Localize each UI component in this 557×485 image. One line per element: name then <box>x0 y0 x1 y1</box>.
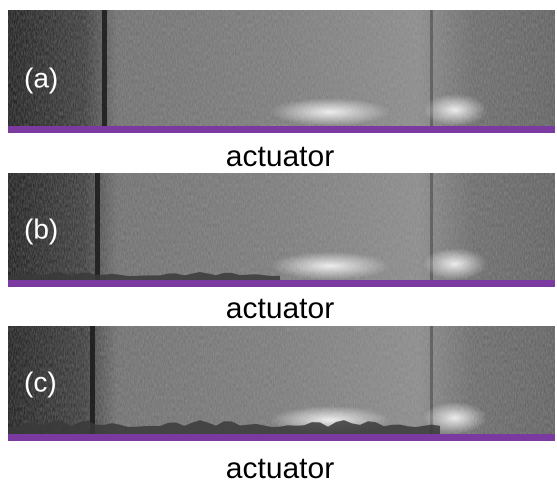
panel: (a) actuator <box>8 10 555 173</box>
panel-label: (c) <box>24 366 57 397</box>
panel: (c) actuator <box>8 326 555 485</box>
page: (a)actuator(b)actuator(c)actuator (() =>… <box>0 0 557 485</box>
panel-label: (b) <box>24 213 58 244</box>
caption: actuator <box>226 292 334 325</box>
bright-region <box>423 94 487 126</box>
dark-stripe <box>95 173 100 281</box>
dark-stripe <box>90 326 95 436</box>
panel-label: (a) <box>24 62 58 93</box>
panel: (b) actuator <box>8 173 555 325</box>
actuator-bar <box>8 126 555 133</box>
caption: actuator <box>226 140 334 173</box>
dark-stripe <box>102 10 107 127</box>
bright-region <box>270 98 390 126</box>
actuator-bar <box>8 280 555 287</box>
caption: actuator <box>226 452 334 485</box>
actuator-bar <box>8 434 555 441</box>
bright-region <box>423 248 487 280</box>
bright-region <box>270 252 390 280</box>
figure: (a) actuator (b) actuator (c) actuator <box>0 0 557 485</box>
